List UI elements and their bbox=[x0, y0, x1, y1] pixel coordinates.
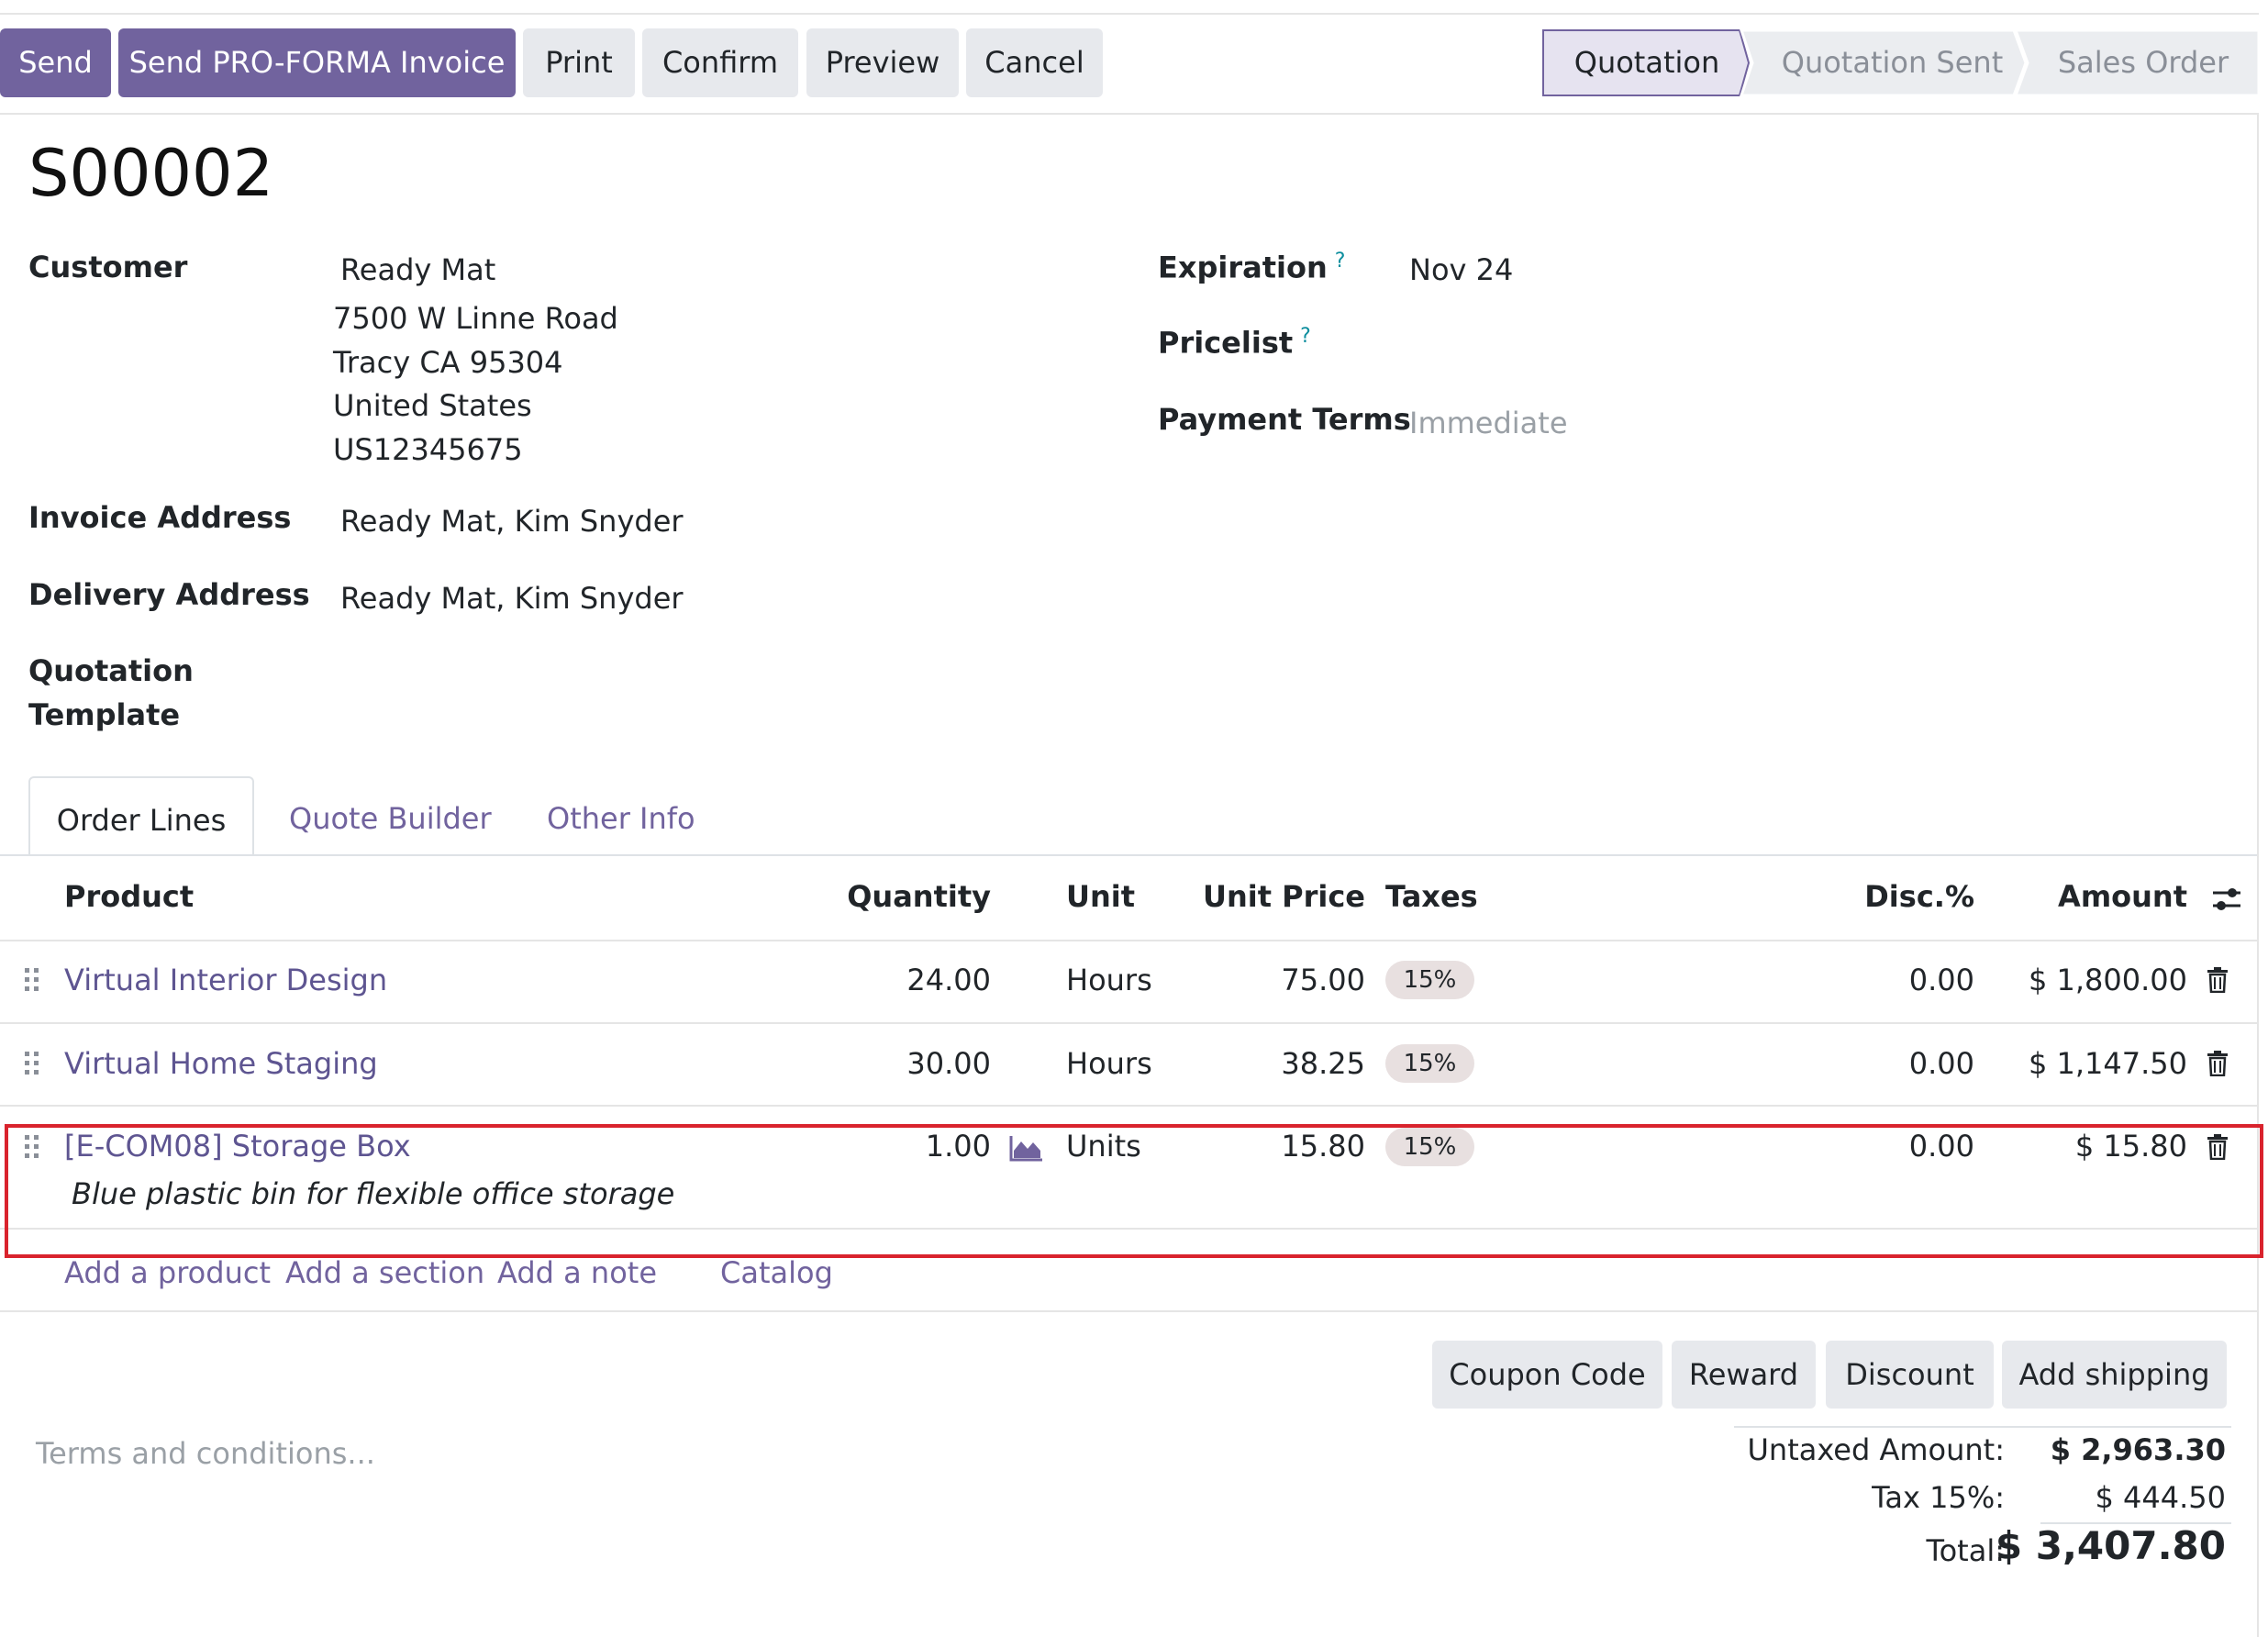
discount-cell[interactable]: 0.00 bbox=[1908, 963, 1974, 997]
table-divider bbox=[0, 1022, 2257, 1024]
customer-address-line: 7500 W Linne Road bbox=[333, 301, 618, 336]
optional-columns-icon[interactable] bbox=[2211, 884, 2242, 915]
unit-cell[interactable]: Units bbox=[1066, 1129, 1141, 1164]
forecast-chart-icon[interactable] bbox=[1009, 1134, 1044, 1162]
invoice-address-field[interactable]: Ready Mat, Kim Snyder bbox=[340, 504, 684, 539]
discount-button[interactable]: Discount bbox=[1826, 1341, 1994, 1409]
tab-order-lines[interactable]: Order Lines bbox=[28, 776, 254, 855]
status-bar bbox=[1542, 28, 2259, 97]
table-divider bbox=[0, 1228, 2257, 1230]
invoice-address-label: Invoice Address bbox=[28, 500, 292, 535]
product-cell[interactable]: Virtual Interior Design bbox=[64, 963, 388, 997]
customer-vat: US12345675 bbox=[333, 432, 523, 467]
confirm-button[interactable]: Confirm bbox=[642, 28, 798, 97]
cancel-button[interactable]: Cancel bbox=[966, 28, 1103, 97]
drag-handle-icon[interactable] bbox=[24, 1051, 40, 1076]
trash-icon[interactable] bbox=[2206, 1134, 2229, 1160]
tab-other-info[interactable]: Other Info bbox=[547, 801, 695, 836]
tax-badge[interactable]: 15% bbox=[1385, 961, 1474, 999]
delivery-address-label: Delivery Address bbox=[28, 577, 310, 612]
customer-field[interactable]: Ready Mat bbox=[340, 252, 496, 287]
terms-and-conditions-field[interactable]: Terms and conditions... bbox=[36, 1436, 375, 1471]
drag-handle-icon[interactable] bbox=[24, 967, 40, 993]
column-header-discount[interactable]: Disc.% bbox=[1864, 879, 1974, 914]
column-header-quantity[interactable]: Quantity bbox=[847, 879, 991, 914]
trash-icon[interactable] bbox=[2206, 1051, 2229, 1076]
table-divider bbox=[0, 1105, 2257, 1107]
add-shipping-button[interactable]: Add shipping bbox=[2002, 1341, 2227, 1409]
expiration-field[interactable]: Nov 24 bbox=[1409, 252, 1514, 287]
totals-divider bbox=[1734, 1426, 2231, 1428]
send-button[interactable]: Send bbox=[0, 28, 111, 97]
totals-divider bbox=[2040, 1522, 2231, 1524]
tax-label: Tax 15%: bbox=[1872, 1480, 2005, 1515]
drag-handle-icon[interactable] bbox=[24, 1134, 40, 1160]
reward-button[interactable]: Reward bbox=[1672, 1341, 1816, 1409]
unit-price-cell[interactable]: 75.00 bbox=[1281, 963, 1365, 997]
quotation-template-field[interactable] bbox=[340, 653, 1074, 694]
help-icon[interactable]: ? bbox=[1300, 325, 1311, 348]
untaxed-amount-label: Untaxed Amount: bbox=[1747, 1432, 2005, 1467]
tab-quote-builder[interactable]: Quote Builder bbox=[289, 801, 492, 836]
amount-cell: $ 1,800.00 bbox=[2028, 963, 2187, 997]
unit-price-cell[interactable]: 15.80 bbox=[1281, 1129, 1365, 1164]
product-cell[interactable]: [E-COM08] Storage Box bbox=[64, 1129, 411, 1164]
amount-cell: $ 1,147.50 bbox=[2028, 1046, 2187, 1081]
customer-address-line: Tracy CA 95304 bbox=[333, 345, 563, 380]
print-button[interactable]: Print bbox=[523, 28, 635, 97]
pricelist-label: Pricelist? bbox=[1158, 325, 1311, 361]
add-product-link[interactable]: Add a product bbox=[64, 1255, 271, 1290]
tabs-divider bbox=[0, 854, 2257, 856]
column-header-unit[interactable]: Unit bbox=[1066, 879, 1136, 914]
discount-cell[interactable]: 0.00 bbox=[1908, 1129, 1974, 1164]
product-description[interactable]: Blue plastic bin for flexible office sto… bbox=[72, 1176, 675, 1211]
table-divider bbox=[0, 1310, 2257, 1312]
column-header-amount[interactable]: Amount bbox=[2058, 879, 2187, 914]
column-header-unit-price[interactable]: Unit Price bbox=[1202, 879, 1365, 914]
quantity-cell[interactable]: 1.00 bbox=[925, 1129, 991, 1164]
record-title: S00002 bbox=[28, 136, 274, 211]
table-divider bbox=[0, 940, 2257, 941]
column-header-taxes[interactable]: Taxes bbox=[1385, 879, 1478, 914]
product-cell[interactable]: Virtual Home Staging bbox=[64, 1046, 378, 1081]
tax-badge[interactable]: 15% bbox=[1385, 1044, 1474, 1083]
send-proforma-invoice-button[interactable]: Send PRO-FORMA Invoice bbox=[118, 28, 516, 97]
quotation-template-label: Template bbox=[28, 697, 181, 732]
status-quotation-sent[interactable]: Quotation Sent bbox=[1781, 45, 2004, 80]
tax-value: $ 444.50 bbox=[2095, 1480, 2227, 1515]
payment-terms-field[interactable]: Immediate bbox=[1409, 406, 1568, 440]
unit-cell[interactable]: Hours bbox=[1066, 1046, 1152, 1081]
sheet-right-border bbox=[2257, 113, 2259, 1637]
quantity-cell[interactable]: 30.00 bbox=[906, 1046, 991, 1081]
customer-address-line: United States bbox=[333, 388, 532, 423]
catalog-link[interactable]: Catalog bbox=[720, 1255, 833, 1290]
preview-button[interactable]: Preview bbox=[806, 28, 959, 97]
trash-icon[interactable] bbox=[2206, 967, 2229, 993]
pricelist-field[interactable] bbox=[1409, 323, 2235, 363]
column-header-product[interactable]: Product bbox=[64, 879, 195, 914]
discount-cell[interactable]: 0.00 bbox=[1908, 1046, 1974, 1081]
total-label: Total: bbox=[1926, 1533, 2005, 1568]
help-icon[interactable]: ? bbox=[1334, 250, 1346, 273]
customer-label: Customer bbox=[28, 250, 188, 284]
status-quotation[interactable]: Quotation bbox=[1573, 45, 1720, 80]
payment-terms-label: Payment Terms bbox=[1158, 402, 1411, 437]
add-section-link[interactable]: Add a section bbox=[285, 1255, 485, 1290]
expiration-label: Expiration? bbox=[1158, 250, 1346, 285]
add-note-link[interactable]: Add a note bbox=[497, 1255, 657, 1290]
total-value: $ 3,407.80 bbox=[1995, 1523, 2226, 1568]
tax-badge[interactable]: 15% bbox=[1385, 1128, 1474, 1166]
untaxed-amount-value: $ 2,963.30 bbox=[2050, 1432, 2226, 1467]
toolbar-divider bbox=[0, 113, 2259, 115]
amount-cell: $ 15.80 bbox=[2074, 1129, 2187, 1164]
delivery-address-field[interactable]: Ready Mat, Kim Snyder bbox=[340, 581, 684, 616]
top-divider bbox=[0, 13, 2259, 15]
unit-cell[interactable]: Hours bbox=[1066, 963, 1152, 997]
quantity-cell[interactable]: 24.00 bbox=[906, 963, 991, 997]
coupon-code-button[interactable]: Coupon Code bbox=[1432, 1341, 1662, 1409]
status-sales-order[interactable]: Sales Order bbox=[2057, 45, 2229, 80]
quotation-template-label: Quotation bbox=[28, 653, 194, 688]
unit-price-cell[interactable]: 38.25 bbox=[1281, 1046, 1365, 1081]
